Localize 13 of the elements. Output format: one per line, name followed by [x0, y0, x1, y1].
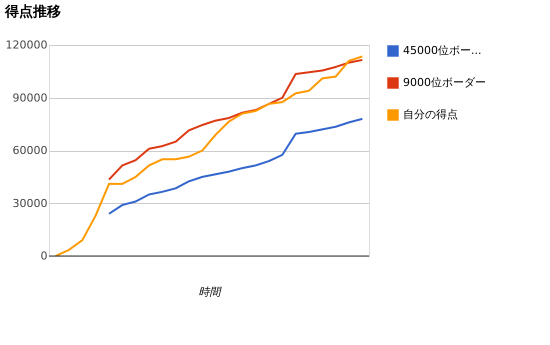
legend-label: 自分の得点 — [403, 108, 458, 121]
y-tick-label: 120000 — [6, 38, 48, 52]
line-series — [54, 55, 364, 257]
line-series — [108, 58, 364, 181]
legend-label: 9000位ボーダー — [403, 76, 486, 89]
y-tick-label: 90000 — [12, 91, 48, 104]
chart-title: 得点推移 — [4, 4, 62, 20]
x-axis-title: 時間 — [198, 286, 222, 298]
y-tick-label: 0 — [40, 250, 48, 262]
y-tick-label: 30000 — [12, 196, 48, 210]
legend-label: 45000位ボー... — [403, 44, 482, 57]
y-tick-label: 60000 — [12, 144, 48, 157]
line-series — [108, 118, 364, 215]
